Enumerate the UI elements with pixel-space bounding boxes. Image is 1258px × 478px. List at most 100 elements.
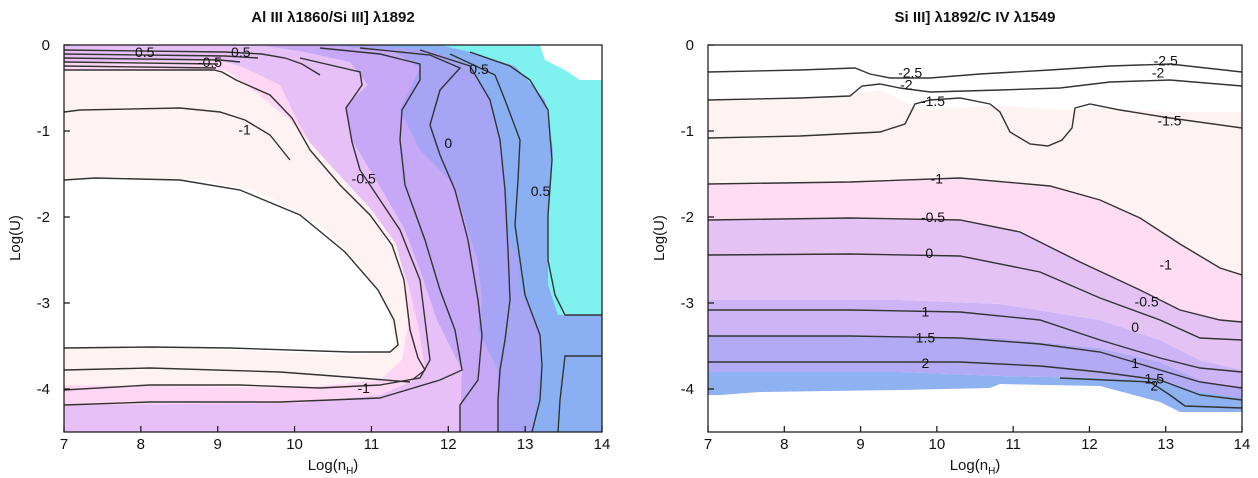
left-x-tick-label: 7 (60, 436, 68, 453)
right-contour-line-5 (708, 217, 1242, 323)
right-y-axis-label: Log(U) (651, 215, 668, 261)
left-contour-line-12 (64, 47, 463, 406)
right-contour-label: 1 (922, 304, 930, 320)
right-contour-label: 2 (922, 355, 930, 371)
left-contour-line-1 (64, 49, 321, 76)
right-region-lilac (708, 218, 1242, 370)
right-contour-line-9 (708, 361, 1242, 401)
right-contour-line-2 (708, 79, 1242, 101)
right-contour-lines (708, 63, 1242, 409)
right-x-ticks: 7 8 9 10 11 12 13 14 (704, 426, 1251, 453)
right-chart: Si III] λ1892/C IV λ1549 -2.5-2.5 -2-2-1.… (651, 9, 1250, 477)
left-contour-label: 0 (444, 135, 452, 151)
right-contour-label: -1 (1159, 256, 1172, 272)
left-contour-line-2 (64, 53, 259, 59)
left-contour-line-14 (419, 49, 511, 432)
left-y-tick-label: -1 (37, 123, 50, 140)
right-region-blue (708, 372, 1242, 412)
left-x-tick-label: 9 (214, 436, 222, 453)
right-contour-label: 0 (1131, 319, 1139, 335)
right-region-violet (708, 300, 1242, 388)
right-y-tick-label: -2 (681, 209, 694, 226)
right-contour-line-8 (708, 335, 1242, 389)
left-region-white (64, 178, 395, 355)
right-contour-label: -2 (1152, 65, 1165, 81)
left-contour-label: -0.5 (198, 54, 222, 70)
left-contour-line-4 (64, 61, 219, 65)
left-contour-fills (64, 45, 602, 432)
right-contour-label: 1.5 (916, 329, 936, 345)
left-region-blank-corner (540, 45, 602, 80)
left-plot-frame (63, 44, 603, 433)
left-y-tick-label: 0 (42, 37, 50, 54)
left-x-axis-label: Log(nH) (308, 457, 359, 477)
right-contour-line-6 (708, 253, 1242, 341)
right-x-tick-label: 12 (1081, 436, 1098, 453)
left-contour-label: -1 (358, 380, 371, 396)
right-region-pink (708, 178, 1242, 322)
right-x-tick-label: 10 (929, 436, 946, 453)
right-plot-frame (707, 44, 1243, 433)
right-x-axis-label: Log(nH) (950, 457, 1001, 477)
left-x-tick-label: 12 (440, 436, 457, 453)
right-contour-label: -0.5 (1135, 293, 1159, 309)
left-x-tick-label: 14 (594, 436, 611, 453)
right-y-tick-label: -1 (681, 123, 694, 140)
left-y-ticks: 0 -1 -2 -3 -4 (37, 37, 70, 398)
left-contour-lines (64, 47, 602, 432)
left-contour-line-3 (64, 57, 241, 63)
right-contour-label: -2.5 (898, 65, 922, 81)
right-contour-line-4 (708, 177, 1242, 276)
left-y-tick-label: -3 (37, 295, 50, 312)
left-chart-title: Al III λ1860/Si III] λ1892 (251, 9, 414, 26)
left-x-tick-label: 8 (137, 436, 145, 453)
left-contour-line-9 (64, 177, 399, 353)
right-contour-label: -2.5 (1154, 52, 1178, 68)
right-contour-line-10 (1059, 377, 1242, 409)
right-contour-label: -2 (900, 77, 913, 93)
left-chart: Al III λ1860/Si III] λ1892 (7, 9, 610, 477)
left-contour-line-17 (469, 51, 602, 316)
left-contour-label: -1 (238, 121, 251, 137)
left-contour-line-5 (64, 65, 217, 69)
left-x-tick-label: 13 (517, 436, 534, 453)
left-contour-line-16 (557, 355, 602, 432)
right-contour-line-7 (708, 309, 1242, 373)
right-contour-label: 0 (925, 245, 933, 261)
left-contour-line-15 (449, 53, 543, 432)
right-contour-line-3 (708, 97, 1242, 147)
right-chart-title: Si III] λ1892/C IV λ1549 (895, 9, 1056, 26)
left-y-tick-label: -4 (37, 381, 50, 398)
right-contour-label: -1.5 (1157, 113, 1181, 129)
left-contour-line-13 (359, 47, 483, 432)
left-contour-line-8 (64, 107, 291, 161)
left-contour-label: 0.5 (231, 44, 251, 60)
left-contour-label: 0.5 (469, 61, 489, 77)
left-y-tick-label: -2 (37, 209, 50, 226)
right-contour-label: 1.5 (1145, 371, 1165, 387)
right-y-tick-label: -4 (681, 381, 694, 398)
right-contour-label: -0.5 (921, 209, 945, 225)
right-contour-label: 1 (1131, 355, 1139, 371)
right-contour-line-1 (708, 63, 1242, 79)
right-x-tick-label: 9 (856, 436, 864, 453)
left-contour-line-7 (221, 71, 426, 381)
left-x-tick-label: 10 (286, 436, 303, 453)
left-contour-line-10 (64, 367, 411, 383)
left-contour-label: -0.5 (352, 170, 376, 186)
right-contour-label: -1.5 (921, 93, 945, 109)
right-region-periwinkle (708, 336, 1242, 398)
left-x-ticks: 7 8 9 10 11 12 13 14 (60, 426, 611, 453)
left-contour-line-6 (64, 69, 223, 73)
right-y-ticks: 0 -1 -2 -3 -4 (681, 37, 714, 398)
right-y-tick-label: 0 (686, 37, 694, 54)
left-y-axis-label: Log(U) (7, 215, 24, 261)
right-x-tick-label: 8 (780, 436, 788, 453)
right-x-tick-label: 14 (1234, 436, 1251, 453)
right-x-tick-label: 7 (704, 436, 712, 453)
left-contour-labels: 0.5 0.5 -0.5 0.5 -1 0 -0.5 0.5 -1 (135, 44, 550, 396)
right-contour-label: -1 (931, 170, 944, 186)
right-x-tick-label: 11 (1005, 436, 1021, 453)
right-contour-label: 2 (1150, 378, 1158, 394)
